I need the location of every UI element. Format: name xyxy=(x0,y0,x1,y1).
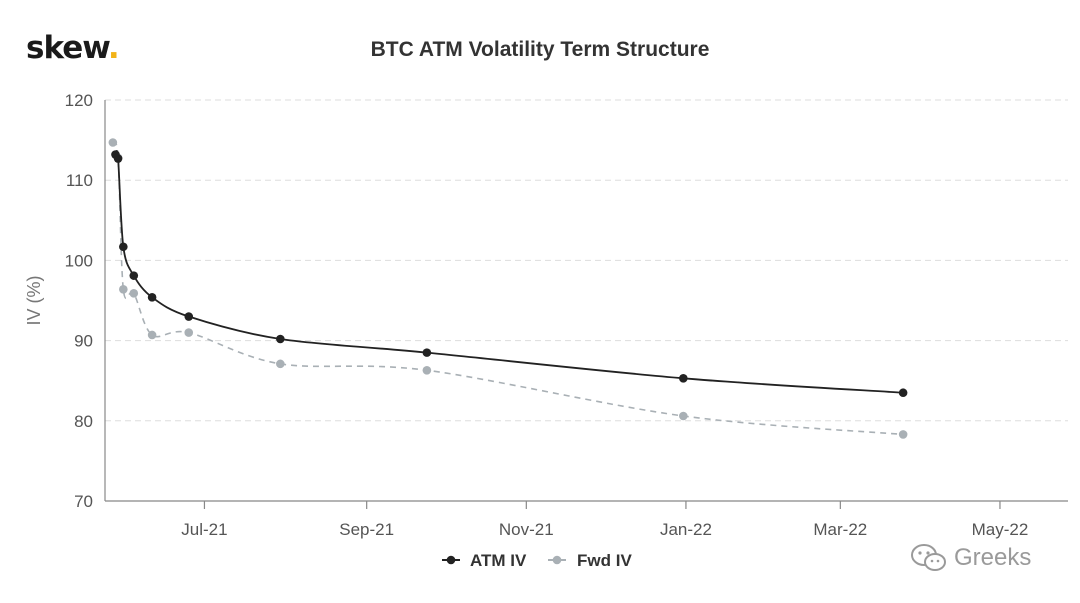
atm-iv-point xyxy=(898,388,908,398)
x-tick-label: Mar-22 xyxy=(813,520,867,539)
atm-iv-point xyxy=(276,334,285,344)
greeks-watermark: Greeks xyxy=(910,543,1031,573)
legend-atm-swatch-marker xyxy=(446,555,456,565)
atm-iv-point xyxy=(113,154,123,163)
fwd-iv-point xyxy=(679,411,688,421)
wechat-icon xyxy=(911,544,946,571)
x-tick-label: May-22 xyxy=(972,520,1029,539)
legend-atm-label: ATM IV xyxy=(470,551,527,570)
fwd-iv-point xyxy=(119,284,128,294)
atm-iv-point xyxy=(422,348,432,357)
legend-fwd-swatch-marker xyxy=(552,555,562,565)
legend-fwd-label: Fwd IV xyxy=(577,551,632,570)
y-tick-label: 90 xyxy=(74,332,93,351)
watermark-text: Greeks xyxy=(954,544,1032,571)
fwd-iv-point xyxy=(184,328,194,337)
y-axis-label: IV (%) xyxy=(24,275,44,325)
fwd-iv-point xyxy=(147,330,157,340)
fwd-iv-point xyxy=(898,430,908,439)
atm-iv-point xyxy=(184,312,194,321)
x-tick-label: Jan-22 xyxy=(660,520,712,539)
y-tick-label: 110 xyxy=(66,171,93,190)
y-tick-label: 120 xyxy=(65,91,93,110)
atm-iv-point xyxy=(119,242,128,252)
atm-iv-point xyxy=(679,373,688,383)
y-tick-label: 100 xyxy=(65,251,93,270)
fwd-iv-line xyxy=(112,141,904,436)
x-tick-label: Sep-21 xyxy=(339,520,394,539)
fwd-iv-point xyxy=(422,365,432,375)
atm-iv-point xyxy=(129,271,139,280)
atm-iv-point xyxy=(147,292,157,302)
atm-iv-line xyxy=(114,150,904,394)
logo-text: skew xyxy=(26,30,109,66)
logo-dot: . xyxy=(107,30,120,66)
y-tick-label: 80 xyxy=(74,412,93,431)
x-tick-label: Nov-21 xyxy=(499,520,554,539)
fwd-iv-point xyxy=(108,138,118,147)
y-tick-label: 70 xyxy=(74,492,93,511)
fwd-iv-point xyxy=(129,288,139,298)
chart-title: BTC ATM Volatility Term Structure xyxy=(370,38,710,61)
skew-logo: skew. xyxy=(26,30,120,66)
x-tick-label: Jul-21 xyxy=(181,520,227,539)
fwd-iv-point xyxy=(276,359,285,369)
